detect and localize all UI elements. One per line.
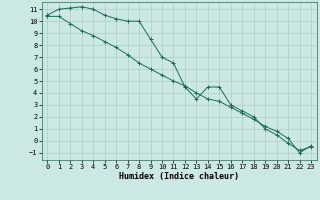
- X-axis label: Humidex (Indice chaleur): Humidex (Indice chaleur): [119, 172, 239, 181]
